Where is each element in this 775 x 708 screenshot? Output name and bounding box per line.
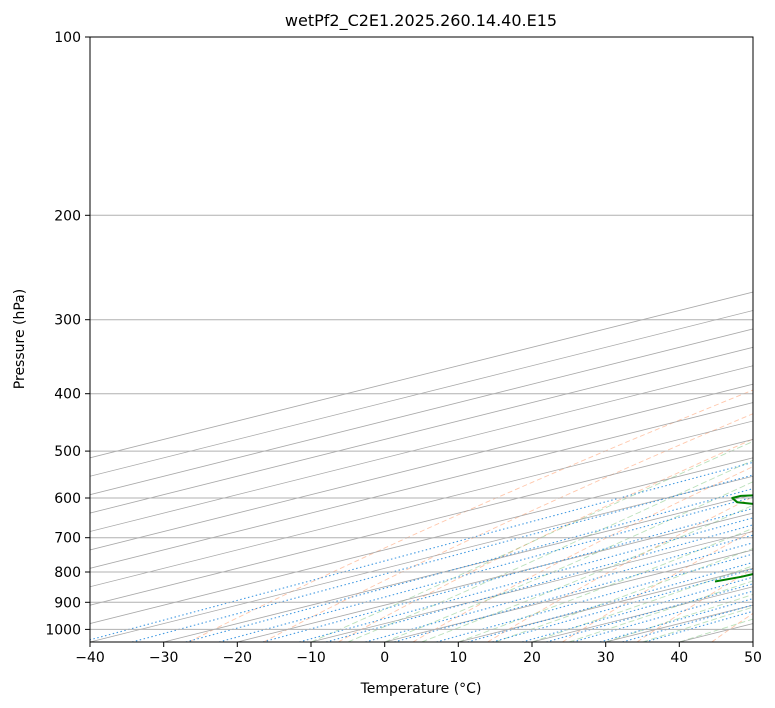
x-tick-label: 10	[449, 650, 467, 666]
moist-adiabat-line	[531, 565, 753, 642]
plot-frame	[89, 36, 754, 643]
isotherm-line	[310, 531, 753, 642]
moist-adiabat-line	[384, 481, 753, 642]
y-tick-label: 600	[54, 491, 81, 507]
mixing-ratio-line	[622, 604, 753, 642]
mixing-ratio-line	[218, 496, 753, 642]
mixing-ratio-line	[546, 583, 753, 642]
x-tick-label: 0	[380, 650, 389, 666]
isotherm-line	[90, 439, 753, 606]
isotherm-line	[90, 420, 753, 588]
isotherm-line	[90, 291, 753, 459]
mixing-ratio-line	[185, 488, 753, 642]
mixing-ratio-line	[299, 517, 753, 642]
x-tick-label: 40	[670, 650, 688, 666]
x-tick-label: −30	[149, 650, 179, 666]
dry-adiabat-line	[412, 466, 753, 642]
moist-adiabat-line	[421, 504, 753, 642]
isotherm-line	[163, 494, 753, 642]
mixing-ratio-line	[521, 576, 753, 642]
x-tick-label: 20	[523, 650, 541, 666]
moist-adiabat-line	[347, 459, 753, 642]
isotherm-line	[237, 512, 753, 642]
dry-adiabat-line	[337, 438, 753, 642]
moist-adiabat-line	[458, 527, 753, 642]
dry-adiabat-line	[188, 389, 753, 642]
moist-adiabat-line	[642, 606, 753, 642]
y-axis-label: Pressure (hPa)	[12, 289, 28, 389]
y-tick-label: 500	[54, 444, 81, 460]
mixing-ratio-line	[467, 561, 753, 642]
y-tick-label: 800	[54, 565, 81, 581]
isotherm-line	[90, 457, 753, 624]
y-tick-label: 400	[54, 387, 81, 403]
moist-adiabat-line	[605, 593, 753, 642]
chart-title: wetPf2_C2E1.2025.260.14.40.E15	[285, 11, 557, 31]
isotherm-line	[90, 475, 753, 642]
dry-adiabat-line	[562, 530, 753, 642]
y-tick-label: 700	[54, 531, 81, 547]
isotherm-line	[90, 402, 753, 569]
background-lines	[90, 291, 753, 642]
mixing-ratio-line	[394, 542, 753, 642]
dry-adiabat-line	[263, 413, 753, 642]
x-axis-label: Temperature (°C)	[360, 681, 482, 697]
dry-adiabat-line	[636, 568, 753, 642]
x-tick-label: −40	[75, 650, 105, 666]
isotherm-line	[384, 549, 753, 642]
x-tick-label: 50	[744, 650, 762, 666]
mixing-ratio-line	[599, 598, 753, 642]
isotherm-line	[90, 328, 753, 496]
isotherm-line	[531, 586, 753, 642]
mixing-ratio-line	[325, 524, 753, 642]
moist-adiabat-line	[495, 548, 753, 642]
y-tick-label: 100	[54, 30, 81, 46]
isotherm-line	[90, 310, 753, 477]
y-tick-label: 1000	[45, 622, 81, 638]
mixing-ratio-line	[90, 461, 753, 641]
y-tick-label: 900	[54, 595, 81, 611]
mixing-ratio-line	[131, 474, 753, 642]
mixing-ratio-line	[572, 590, 753, 642]
isotherm-line	[458, 567, 753, 642]
isotherm-line	[752, 641, 753, 642]
isotherm-line	[90, 383, 753, 551]
y-axis: 100 200 300 400 500 600 700 800 900 1000	[45, 30, 90, 638]
y-tick-label: 300	[54, 313, 81, 329]
dry-adiabat-line	[711, 612, 753, 642]
mixing-ratio-line	[262, 507, 753, 642]
x-tick-label: −10	[296, 650, 326, 666]
x-axis: −40 −30 −20 −10 0 10 20 30 40 50	[75, 642, 762, 666]
pressure-gridlines	[90, 37, 753, 630]
y-tick-label: 200	[54, 208, 81, 224]
x-tick-label: −20	[223, 650, 253, 666]
x-tick-label: 30	[597, 650, 615, 666]
